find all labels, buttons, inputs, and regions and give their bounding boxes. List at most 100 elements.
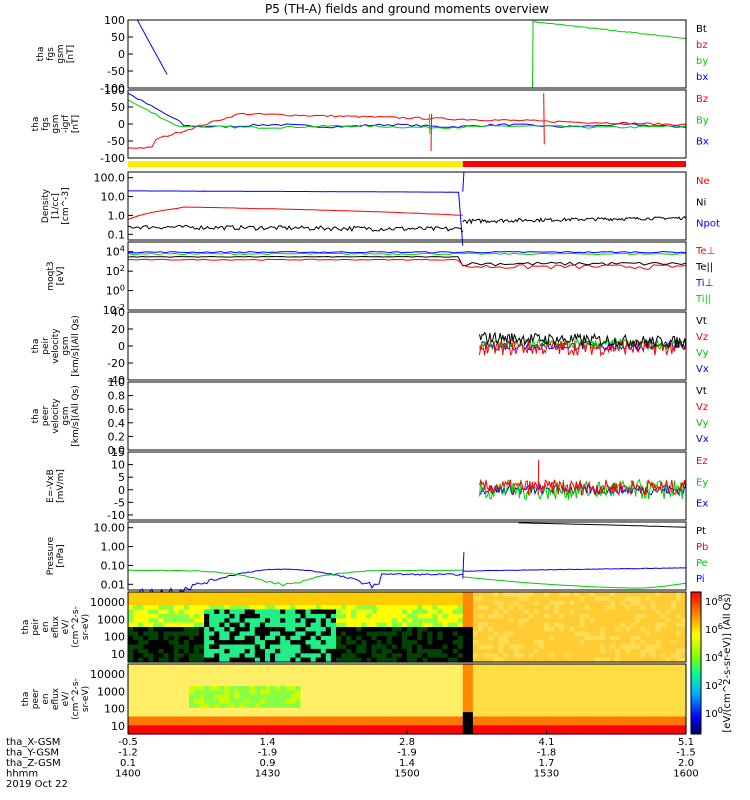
heatmap-cell: [564, 618, 570, 624]
series-line-red: [479, 478, 686, 496]
heatmap-cell: [143, 592, 149, 597]
heatmap-cell: [310, 648, 317, 654]
heatmap-cell: [168, 609, 175, 615]
heatmap-cell: [305, 681, 312, 687]
heatmap-cell: [275, 622, 281, 628]
heatmap-cell: [630, 729, 636, 735]
heatmap-cell: [452, 627, 459, 632]
heatmap-cell: [645, 653, 652, 659]
heatmap-cell: [320, 657, 327, 663]
heatmap-cell: [336, 596, 342, 602]
heatmap-cell: [133, 618, 139, 624]
heatmap-cell: [396, 635, 403, 641]
heatmap-cell: [305, 703, 312, 709]
heatmap-cell: [615, 622, 621, 628]
heatmap-cell: [239, 707, 246, 713]
series-line-green: [532, 21, 686, 40]
heatmap-cell: [244, 707, 251, 713]
heatmap-cell: [188, 677, 195, 683]
heatmap-cell: [143, 668, 149, 674]
heatmap-cell: [214, 631, 220, 637]
heatmap-cell: [209, 729, 215, 735]
heatmap-cell: [320, 694, 327, 700]
heatmap-cell: [442, 729, 449, 735]
heatmap-cell: [305, 627, 312, 632]
heatmap-cell: [615, 699, 621, 704]
heatmap-cell: [544, 690, 550, 696]
heatmap-cell: [432, 664, 439, 669]
ytick-label: -5: [114, 496, 125, 509]
heatmap-cell: [559, 596, 565, 602]
heatmap-cell: [391, 672, 398, 678]
heatmap-cell: [183, 609, 190, 615]
heatmap-cell: [153, 725, 160, 731]
heatmap-cell: [183, 677, 190, 683]
heatmap-cell: [503, 703, 510, 709]
heatmap-cell: [270, 729, 276, 735]
heatmap-cell: [513, 657, 520, 663]
heatmap-cell: [244, 725, 251, 731]
heatmap-cell: [635, 644, 641, 650]
heatmap-cell: [310, 635, 317, 641]
heatmap-cell: [219, 707, 225, 713]
heatmap-cell: [660, 592, 667, 597]
heatmap-cell: [452, 631, 459, 637]
heatmap-cell: [432, 725, 439, 731]
ytick-label: -20: [107, 357, 125, 370]
heatmap-cell: [498, 668, 504, 674]
heatmap-cell: [544, 694, 550, 700]
heatmap-cell: [275, 600, 281, 606]
heatmap-cell: [584, 672, 591, 678]
heatmap-cell: [437, 600, 444, 606]
heatmap-cell: [645, 690, 652, 696]
heatmap-cell: [265, 609, 271, 615]
heatmap-cell: [325, 648, 332, 654]
heatmap-cell: [544, 668, 550, 674]
heatmap-cell: [412, 600, 418, 606]
heatmap-cell: [620, 644, 626, 650]
heatmap-cell: [249, 605, 256, 611]
heatmap-cell: [361, 618, 367, 624]
heatmap-cell: [442, 657, 449, 663]
heatmap-cell: [361, 672, 367, 678]
heatmap-cell: [366, 699, 373, 704]
heatmap-cell: [265, 716, 271, 722]
heatmap-cell: [538, 657, 545, 663]
panel-peer_en-ylabel: tha: [21, 692, 31, 707]
heatmap-cell: [625, 640, 631, 646]
heatmap-cell: [483, 703, 489, 709]
heatmap-cell: [427, 672, 433, 678]
heatmap-cell: [462, 657, 469, 663]
heatmap-cell: [401, 668, 408, 674]
heatmap-cell: [224, 725, 231, 731]
heatmap-cell: [219, 725, 225, 731]
heatmap-cell: [589, 707, 596, 713]
heatmap-cell: [422, 685, 428, 691]
heatmap-cell: [655, 707, 662, 713]
heatmap-cell: [295, 648, 302, 654]
heatmap-cell: [478, 664, 484, 669]
heatmap-cell: [625, 657, 631, 663]
heatmap-cell: [528, 672, 535, 678]
heatmap-cell: [366, 664, 373, 669]
heatmap-cell: [280, 664, 286, 669]
heatmap-cell: [315, 712, 322, 718]
heatmap-cell: [199, 592, 205, 597]
heatmap-cell: [249, 725, 256, 731]
heatmap-cell: [407, 631, 413, 637]
heatmap-cell: [442, 600, 449, 606]
heatmap-cell: [341, 672, 347, 678]
heatmap-cell: [320, 648, 327, 654]
heatmap-cell: [407, 640, 413, 646]
heatmap-cell: [493, 635, 499, 641]
heatmap-cell: [422, 703, 428, 709]
heatmap-cell: [549, 720, 555, 726]
heatmap-cell: [351, 720, 357, 726]
heatmap-cell: [422, 725, 428, 731]
heatmap-cell: [310, 720, 317, 726]
heatmap-cell: [528, 685, 535, 691]
heatmap-cell: [655, 725, 662, 731]
heatmap-cell: [158, 703, 165, 709]
heatmap-cell: [356, 664, 362, 669]
heatmap-cell: [204, 613, 210, 619]
